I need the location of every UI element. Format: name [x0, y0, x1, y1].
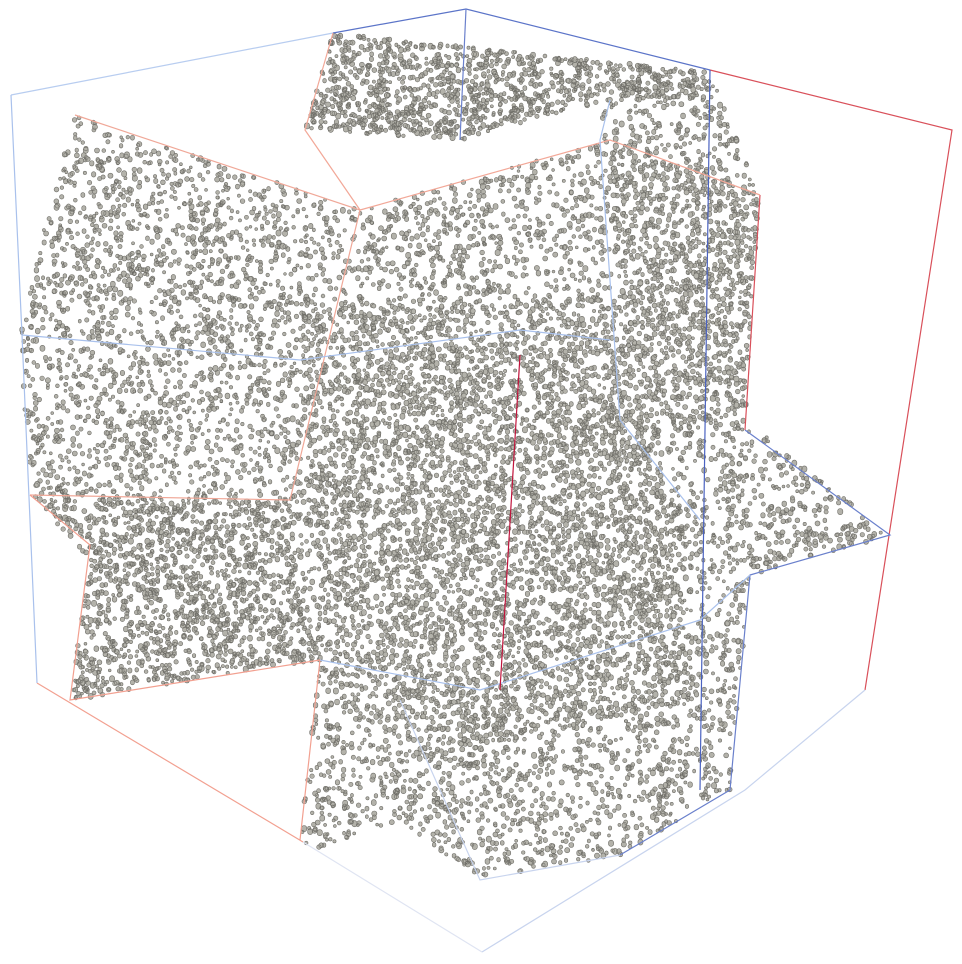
- facet-edge: [29, 494, 321, 841]
- particles: [33, 492, 323, 701]
- cube-edge: [744, 194, 761, 431]
- particles: [19, 115, 358, 502]
- cube-frame: [10, 8, 953, 953]
- cube-edge: [459, 8, 467, 141]
- cube-edge: [709, 69, 953, 691]
- facet-edge: [599, 99, 701, 521]
- facet-edge: [319, 574, 751, 691]
- facet-edge: [29, 114, 361, 501]
- cube-edge: [302, 841, 483, 953]
- facet-edge: [399, 699, 621, 881]
- particles: [299, 297, 700, 762]
- facet-edge: [21, 329, 611, 361]
- cube-edge: [481, 689, 866, 953]
- particle-cloud: [19, 32, 883, 878]
- cube-edge: [36, 682, 304, 843]
- particles: [304, 32, 707, 142]
- particles: [600, 74, 761, 429]
- cube-edge: [10, 94, 38, 684]
- cube-edge: [699, 69, 711, 791]
- facet-edge: [499, 354, 521, 691]
- cube-edge: [10, 32, 334, 96]
- facet-edges: [21, 32, 892, 881]
